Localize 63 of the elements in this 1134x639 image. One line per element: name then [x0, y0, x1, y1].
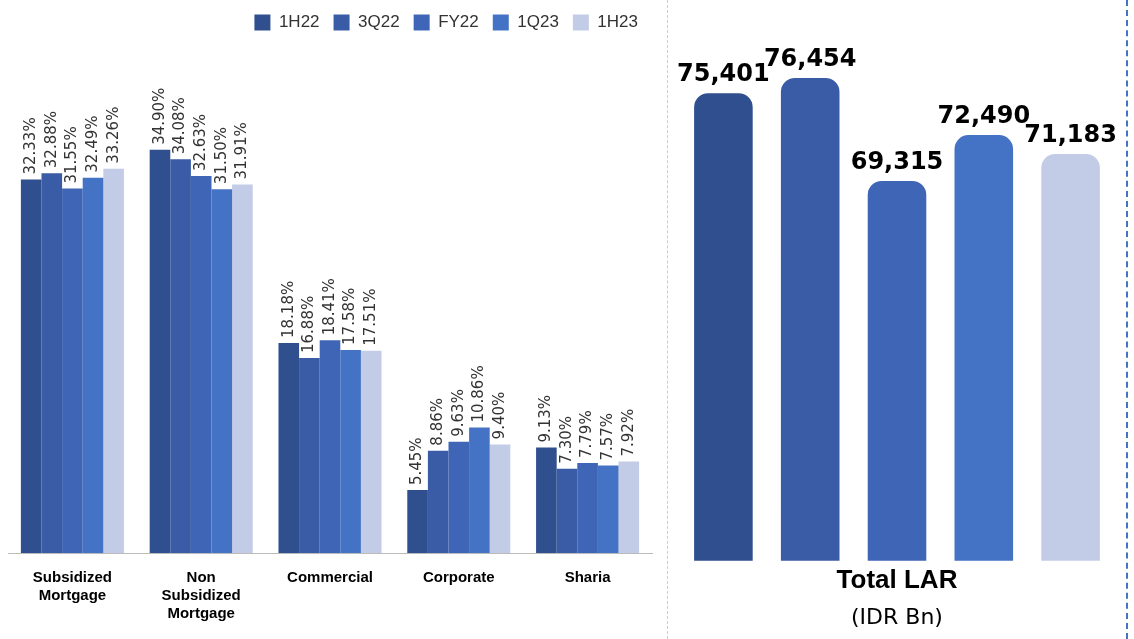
data-label: 31.91% [232, 122, 251, 180]
data-label: 31.50% [211, 126, 230, 185]
bar [407, 490, 428, 553]
data-label: 33.26% [103, 106, 122, 164]
x-tick-label: Sharia [564, 568, 612, 586]
data-label: 7.79% [577, 410, 596, 459]
data-label: 17.51% [361, 288, 380, 346]
x-tick-label: Corporate [422, 568, 495, 586]
data-label: 7.57% [598, 412, 617, 461]
data-label: 32.88% [41, 110, 60, 169]
data-label: 9.40% [489, 391, 508, 440]
data-label: 9.13% [536, 394, 555, 443]
bar [211, 189, 233, 553]
data-label: 32.33% [21, 117, 40, 175]
bar [190, 176, 212, 553]
annotation: (IDR Bn) [850, 604, 944, 629]
bar [597, 465, 619, 553]
data-label: 10.86% [469, 365, 488, 423]
bar [448, 441, 470, 553]
data-label: 32.49% [82, 115, 101, 173]
data-label: 9.63% [448, 389, 467, 437]
data-label: 32.63% [191, 113, 210, 172]
data-label: 31.55% [62, 126, 81, 184]
legend-label: 3Q22 [358, 12, 400, 32]
bar [618, 461, 640, 553]
data-label: 7.92% [618, 408, 637, 457]
bar [278, 342, 300, 553]
bar [536, 447, 557, 553]
bar [20, 179, 42, 553]
data-label: 5.45% [407, 437, 426, 486]
data-label: 16.88% [299, 295, 318, 354]
bar [170, 159, 191, 553]
legend-label: 1H23 [597, 12, 638, 32]
bar [577, 463, 598, 553]
data-label: 34.08% [170, 97, 189, 155]
bar [340, 349, 361, 553]
bar [427, 450, 449, 553]
data-label: 17.58% [340, 287, 359, 345]
bar [319, 340, 341, 553]
bar [469, 427, 490, 553]
bar [360, 350, 382, 553]
bar [103, 168, 124, 553]
data-label: 34.90% [149, 87, 168, 145]
x-tick-label: Non Subsidized Mortgage [161, 568, 241, 622]
data-label: 8.86% [428, 398, 447, 446]
bar [299, 358, 320, 553]
x-tick-label: Commercial [287, 568, 373, 586]
data-label: 69,315 [850, 147, 944, 176]
legend-label: 1Q23 [517, 12, 559, 32]
data-label: 7.30% [556, 416, 575, 464]
bar [232, 184, 253, 553]
bar [62, 188, 83, 553]
legend-label: 1H22 [278, 12, 320, 32]
x-axis-title: Total LAR [836, 563, 958, 594]
x-tick-label: Subsidized Mortgage [32, 568, 112, 604]
bar [82, 177, 104, 553]
bar [489, 444, 511, 553]
bar [149, 149, 171, 553]
bar [41, 173, 63, 553]
data-label: 18.41% [319, 278, 338, 336]
legend-label: FY22 [438, 12, 479, 32]
bar [556, 468, 578, 553]
data-label: 18.18% [278, 280, 297, 338]
